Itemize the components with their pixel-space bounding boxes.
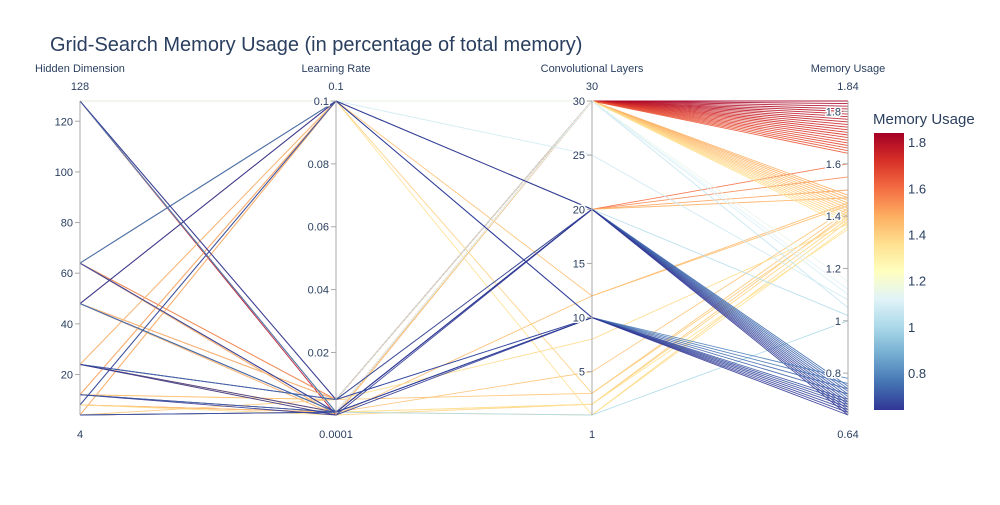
axis-title: Learning Rate — [301, 63, 370, 75]
data-line-76 — [79, 100, 849, 408]
axis-tick-label: 10 — [573, 313, 585, 325]
colorbar-gradient — [874, 133, 904, 410]
data-line-48 — [79, 100, 849, 416]
axis-tick-label: 120 — [55, 116, 73, 128]
axis-range-max: 1.84 — [837, 81, 858, 93]
axis-tick-label: 15 — [573, 258, 585, 270]
axis-tick-label: 0.06 — [308, 222, 329, 234]
axis-title: Hidden Dimension — [35, 63, 125, 75]
axis-tick-label: 1.6 — [826, 159, 841, 171]
axis-range-min: 1 — [589, 429, 595, 441]
axis-tick-label: 0.02 — [308, 347, 329, 359]
axis-tick-label: 40 — [61, 319, 73, 331]
data-line-67 — [79, 208, 849, 413]
chart-title: Grid-Search Memory Usage (in percentage … — [50, 34, 582, 56]
data-line-77 — [79, 262, 849, 413]
axis-tick-label: 1.4 — [826, 211, 841, 223]
colorbar-tick-label: 1.6 — [908, 181, 926, 196]
data-line-27 — [79, 100, 849, 395]
colorbar: Memory Usage 0.8 1 1.2 1.4 1.6 1.8 — [873, 111, 975, 410]
axis-range-min: 4 — [77, 429, 83, 441]
colorbar-tick-label: 1.8 — [908, 135, 926, 150]
axis-range-max: 128 — [71, 81, 89, 93]
axis-tick-label: 30 — [573, 96, 585, 108]
axis-tick-label: 80 — [61, 218, 73, 230]
axis-tick-label: 1.2 — [826, 263, 841, 275]
axis-tick-label: 0.04 — [308, 285, 329, 297]
colorbar-tick-label: 1 — [908, 320, 915, 335]
data-line-52 — [79, 100, 849, 401]
axis-tick-label: 5 — [579, 367, 585, 379]
axis-memory-usage[interactable]: Memory Usage 1.84 0.64 0.8 1 1.2 1.4 1.6 1.8 — [811, 63, 886, 441]
polylines-layer — [79, 100, 849, 416]
data-line-31 — [79, 100, 849, 394]
axis-title: Memory Usage — [811, 63, 886, 75]
axis-tick-label: 25 — [573, 150, 585, 162]
axes-layer: Hidden Dimension128420406080100120Learni… — [35, 63, 885, 441]
data-line-79 — [79, 317, 849, 416]
data-line-32 — [79, 218, 849, 416]
colorbar-title: Memory Usage — [873, 111, 975, 128]
colorbar-tick-label: 0.8 — [908, 366, 926, 381]
data-line-50 — [80, 100, 849, 282]
axis-tick-label: 0.1 — [314, 96, 329, 108]
axis-tick-label: 1 — [835, 316, 841, 328]
axis-tick-label: 20 — [61, 369, 73, 381]
axis-range-max: 30 — [586, 81, 598, 93]
axis-range-max: 0.1 — [328, 81, 343, 93]
axis-tick-label: 20 — [573, 204, 585, 216]
axis-tick-label: 100 — [55, 167, 73, 179]
axis-tick-label: 1.8 — [826, 106, 841, 118]
axis-learning-rate[interactable]: Learning Rate 0.1 0.0001 0.02 0.04 0.06 0.08 0.… — [301, 63, 370, 441]
colorbar-tick-label: 1.4 — [908, 228, 926, 243]
axis-tick-label: 60 — [61, 268, 73, 280]
colorbar-tick-label: 1.2 — [908, 274, 926, 289]
axis-tick-label: 0.08 — [308, 159, 329, 171]
axis-title: Convolutional Layers — [541, 63, 644, 75]
axis-range-min: 0.64 — [837, 429, 858, 441]
data-line-78 — [79, 100, 849, 413]
axis-tick-label: 0.8 — [826, 368, 841, 380]
axis-hidden-dimension[interactable]: Hidden Dimension 128 4 20 40 60 80 100 120 — [35, 63, 125, 441]
axis-range-min: 0.0001 — [319, 429, 353, 441]
data-line-68 — [79, 208, 849, 416]
